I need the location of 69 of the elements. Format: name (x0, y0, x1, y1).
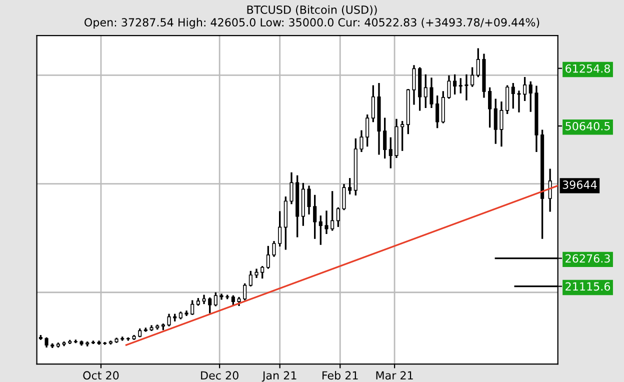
candlestick (278, 211, 282, 247)
candlestick (91, 340, 95, 344)
candlestick (208, 298, 212, 314)
candlestick (266, 246, 270, 269)
candlestick (400, 121, 404, 151)
candlestick (74, 340, 78, 344)
candlestick (453, 74, 457, 94)
x-tick-label: Feb 21 (322, 370, 358, 380)
candlestick (103, 342, 107, 345)
chart-subtitle: Open: 37287.54 High: 42605.0 Low: 35000.0 Cur: 40522.83 (+3493.78/+09.44%) (84, 18, 540, 29)
candlestick (424, 74, 428, 108)
candlestick (220, 294, 224, 300)
candlestick (342, 184, 346, 210)
candlestick (348, 178, 352, 194)
candlestick (506, 85, 510, 114)
candlestick (470, 67, 474, 87)
candlestick (318, 216, 322, 245)
candlestick (436, 96, 440, 128)
candlestick (202, 294, 206, 304)
candlestick (366, 114, 370, 147)
candlestick (126, 337, 130, 341)
candlestick (336, 207, 340, 227)
candlestick (360, 130, 364, 152)
y-tick-label: 21115.6 (566, 282, 610, 291)
x-tick-label: Dec 20 (201, 371, 238, 380)
candlestick (324, 210, 328, 234)
candlestick (458, 78, 462, 94)
candlestick (190, 300, 194, 315)
candlestick (548, 168, 552, 212)
x-tick-label: Oct 20 (83, 371, 119, 380)
candlestick (528, 81, 532, 112)
candlestick (167, 314, 171, 326)
candlestick (260, 266, 264, 279)
chart-title: BTCUSD (Bitcoin (USD)) (247, 5, 377, 16)
candlestick (248, 270, 252, 286)
candlestick (412, 65, 416, 105)
candlestick (290, 172, 294, 204)
candlestick (184, 310, 188, 316)
candlestick (476, 48, 480, 78)
candlestick (144, 328, 148, 332)
candlestick (517, 90, 521, 112)
y-tick-label: 61254.8 (566, 64, 610, 73)
candlestick (371, 85, 375, 122)
candlestick (272, 241, 276, 257)
candlestick (330, 191, 334, 231)
candlestick (523, 77, 527, 101)
candlestick (383, 118, 387, 159)
candlestick (307, 186, 311, 214)
candlestick (243, 283, 247, 300)
candlestick (62, 341, 66, 346)
candlestick (226, 294, 230, 300)
y-tick-label: 26276.3 (566, 254, 610, 263)
candlestick (388, 137, 392, 168)
data-label: 39644 (562, 180, 597, 189)
candlestick (500, 101, 504, 147)
candlestick (254, 268, 258, 278)
candlestick (430, 78, 434, 108)
x-tick-label: Mar 21 (376, 371, 413, 380)
candlestick (120, 336, 124, 341)
candlestick (97, 340, 101, 345)
candlestick (214, 292, 218, 306)
candlestick (464, 74, 468, 100)
x-tick-label: Jan 21 (262, 371, 296, 382)
candlestick (488, 87, 492, 128)
candlestick (447, 75, 451, 99)
candlestick (511, 83, 515, 109)
candlestick (494, 98, 498, 144)
candlestick (313, 194, 317, 239)
y-tick-label: 50640.5 (566, 122, 610, 130)
